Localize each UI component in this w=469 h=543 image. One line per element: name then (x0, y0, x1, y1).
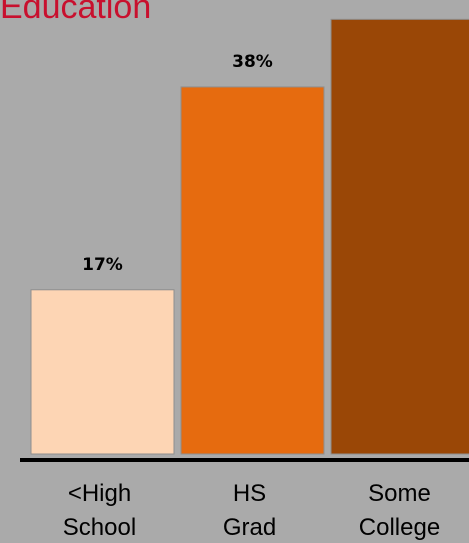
bar-2 (330, 18, 469, 455)
bar-1 (180, 86, 325, 455)
chart-title: Education (0, 0, 152, 26)
category-label-1-line-1: Grad (223, 514, 276, 541)
category-label-2-line-1: College (359, 514, 440, 541)
data-label-1: 38% (232, 52, 273, 72)
category-label-0-line-0: <High (68, 480, 131, 507)
data-label-2: 45% (382, 0, 423, 4)
category-label-1-line-0: HS (233, 480, 266, 507)
category-label-0-line-1: School (63, 514, 136, 541)
category-label-2-line-0: Some (368, 480, 431, 507)
bar-0 (30, 289, 175, 455)
data-label-0: 17% (82, 255, 123, 275)
